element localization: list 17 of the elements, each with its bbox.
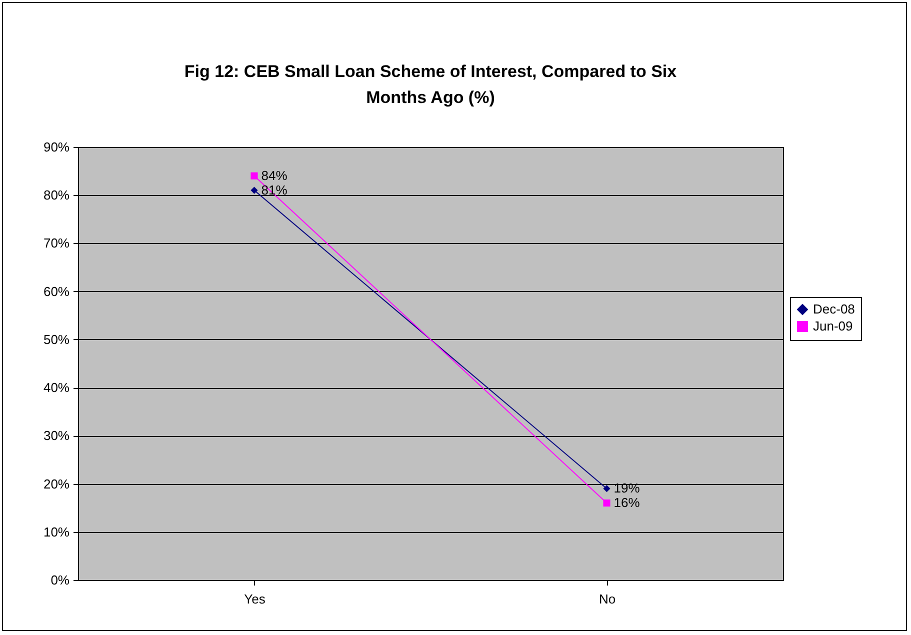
data-label: 84% bbox=[261, 168, 288, 183]
y-tick-label: 80% bbox=[43, 188, 70, 203]
x-tick-label: Yes bbox=[244, 592, 266, 606]
y-tick-label: 70% bbox=[43, 236, 70, 251]
y-tick-label: 20% bbox=[43, 476, 70, 492]
y-tick-label: 30% bbox=[43, 428, 70, 444]
chart-title: Fig 12: CEB Small Loan Scheme of Interest, Compared to Six Months Ago (%) bbox=[184, 62, 678, 107]
data-label: 16% bbox=[614, 495, 640, 510]
y-tick-label: 50% bbox=[43, 332, 70, 347]
x-tick-label: No bbox=[598, 592, 616, 606]
y-tick-label: 90% bbox=[43, 140, 70, 154]
y-tick-label: 60% bbox=[43, 284, 70, 299]
legend-label: Dec-08 bbox=[813, 302, 855, 316]
y-tick-label: 0% bbox=[50, 572, 70, 588]
y-tick-label: 40% bbox=[43, 380, 70, 396]
y-tick-label: 10% bbox=[43, 524, 70, 540]
legend-label: Jun-09 bbox=[813, 318, 853, 334]
